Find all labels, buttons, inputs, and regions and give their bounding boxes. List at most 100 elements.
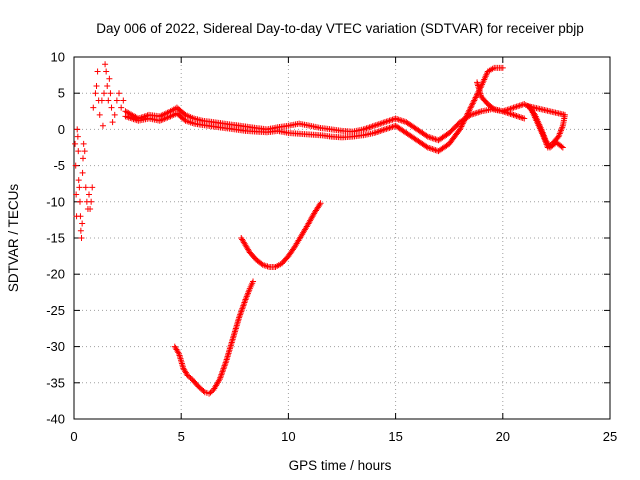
x-tick-label: 25 (603, 429, 617, 444)
y-tick-label: 5 (58, 86, 65, 101)
data-point-track (247, 280, 256, 290)
data-point-track (124, 113, 140, 124)
data-point (392, 115, 399, 122)
data-point-track (172, 345, 182, 356)
data-point (81, 148, 88, 155)
data-point (72, 140, 79, 147)
data-point-track (479, 70, 491, 88)
y-axis-label: SDTVAR / TECUs (6, 184, 21, 293)
data-point-track (372, 126, 387, 136)
data-point-track (189, 377, 201, 389)
data-point (510, 104, 517, 111)
data-point-track (527, 103, 567, 118)
data-point (86, 191, 93, 198)
data-point-track (247, 250, 259, 262)
data-point-track (361, 123, 376, 132)
data-point-track (554, 140, 565, 150)
data-point-track (469, 108, 483, 118)
data-point-track (169, 105, 179, 114)
data-point-track (512, 112, 526, 122)
data-point-track (415, 127, 430, 139)
data-point (250, 278, 257, 285)
data-point (92, 90, 99, 97)
y-tick-labels: -40 -35 -30 -25 -20 -15 -10 -5 0 5 10 (46, 50, 65, 427)
data-point-track (243, 243, 252, 255)
data-point-track (158, 109, 172, 119)
data-point-track (404, 120, 419, 132)
data-point (104, 82, 111, 89)
series-middle-curve (238, 200, 324, 270)
series-late-track (474, 79, 568, 151)
data-point-track (526, 104, 537, 117)
data-point (371, 122, 378, 129)
data-point-track (532, 113, 544, 131)
data-point (87, 206, 94, 213)
data-point (106, 75, 113, 82)
data-point (74, 133, 81, 140)
x-tick-labels: 0 5 10 15 20 25 (70, 429, 617, 444)
y-tick-label: 10 (51, 50, 65, 65)
data-point (74, 126, 81, 133)
data-point-track (299, 223, 310, 238)
data-point-track (383, 123, 398, 132)
data-point-track (393, 123, 408, 136)
data-point (72, 162, 79, 169)
x-tick-label: 10 (281, 429, 295, 444)
data-point (96, 111, 103, 118)
series-early-scatter (72, 61, 127, 241)
data-point-track (196, 384, 207, 395)
data-point-track (186, 373, 194, 381)
data-point-track (233, 126, 247, 134)
series-lower-curve (171, 278, 257, 397)
data-point-track (560, 113, 568, 127)
data-point-track (539, 127, 549, 142)
x-axis-label: GPS time / hours (289, 458, 392, 473)
data-point-track (175, 111, 188, 123)
data-point-track (319, 125, 333, 133)
data-point-track (556, 124, 566, 139)
data-point-track (184, 118, 196, 127)
data-point-track (158, 113, 172, 124)
data-point-track (280, 254, 291, 266)
data-point (75, 177, 82, 184)
data-point (79, 169, 86, 176)
data-point-track (486, 102, 496, 112)
data-point-track (175, 105, 188, 117)
data-point (107, 90, 114, 97)
chart-title: Day 006 of 2022, Sidereal Day-to-day VTE… (96, 21, 583, 36)
data-point (89, 184, 96, 191)
data-point (116, 90, 123, 97)
data-point-track (222, 125, 237, 133)
data-point-track (267, 263, 277, 270)
data-point-track (217, 359, 229, 381)
data-point-track (447, 120, 462, 135)
y-tick-label: 0 (58, 122, 65, 137)
y-tick-label: -5 (53, 158, 65, 173)
data-point-track (372, 119, 387, 129)
data-point (78, 235, 85, 241)
x-tick-label: 20 (496, 429, 510, 444)
data-point (103, 68, 110, 75)
data-point (381, 119, 388, 126)
data-point (467, 104, 474, 111)
data-point (99, 122, 106, 129)
data-point (94, 68, 101, 75)
data-point-track (211, 377, 222, 392)
data-point-track (223, 337, 236, 363)
y-tick-label: -15 (46, 231, 65, 246)
data-point-track (312, 201, 323, 215)
y-tick-label: -20 (46, 267, 65, 282)
data-point-track (479, 95, 490, 106)
data-point-track (404, 130, 419, 143)
data-point (77, 213, 84, 220)
data-point-track (447, 127, 462, 146)
data-points (72, 61, 568, 397)
y-tick-label: -40 (46, 412, 65, 427)
data-point-track (243, 287, 253, 301)
data-point-track (362, 130, 376, 138)
data-point-track (207, 388, 215, 396)
data-point-track (351, 132, 365, 140)
data-point-track (394, 116, 408, 125)
data-point (559, 144, 566, 151)
data-point (88, 198, 95, 205)
